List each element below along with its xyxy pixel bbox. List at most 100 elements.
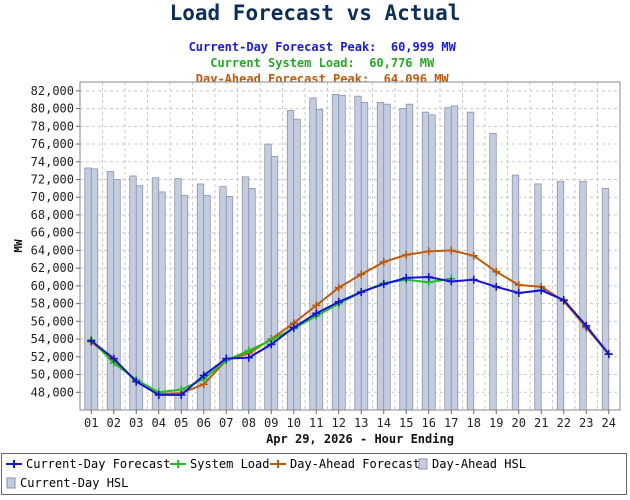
- data-point-marker: [469, 275, 478, 284]
- data-point-marker: [199, 371, 208, 380]
- y-tick-label: 62,000: [31, 261, 74, 275]
- data-point-marker: [559, 296, 568, 305]
- data-point-marker: [109, 354, 118, 363]
- plot-border: [79, 81, 621, 411]
- legend-label: Current-Day Forecast: [26, 457, 171, 471]
- subtitle-label: Current-Day Forecast Peak:: [188, 40, 377, 54]
- legend-line-icon: [6, 460, 22, 468]
- bar-day-ahead-hsl: [264, 143, 272, 411]
- bar-day-ahead-hsl: [466, 111, 475, 411]
- bar-day-ahead-hsl: [376, 101, 385, 411]
- data-point-marker: [582, 321, 591, 330]
- subtitle-label: Current System Load:: [210, 56, 355, 70]
- data-point-marker: [357, 288, 366, 297]
- data-point-marker: [492, 267, 501, 276]
- bar-current-day-hsl: [135, 185, 144, 411]
- x-tick-label: 12: [332, 416, 346, 430]
- x-tick-label: 16: [422, 416, 436, 430]
- bar-current-day-hsl: [293, 118, 301, 411]
- y-tick-label: 58,000: [31, 297, 74, 311]
- x-tick-label: 03: [129, 416, 143, 430]
- current-system-load: Current System Load: 60,776 MW: [0, 42, 630, 70]
- legend-line-icon: [170, 460, 186, 468]
- y-tick-label: 78,000: [31, 119, 74, 133]
- y-tick-label: 80,000: [31, 102, 74, 116]
- legend-bar-icon: [418, 458, 428, 470]
- y-tick-label: 68,000: [31, 208, 74, 222]
- data-point-marker: [312, 301, 321, 310]
- x-tick-label: 02: [107, 416, 121, 430]
- bar-day-ahead-hsl: [354, 95, 362, 411]
- data-point-marker: [447, 246, 456, 255]
- x-tick-label: 15: [399, 416, 413, 430]
- x-tick-label: 20: [512, 416, 526, 430]
- bar-day-ahead-hsl: [579, 180, 587, 411]
- x-tick-label: 19: [489, 416, 503, 430]
- data-point-marker: [447, 277, 456, 286]
- bar-current-day-hsl: [225, 195, 234, 411]
- data-point-marker: [379, 257, 388, 266]
- x-tick-label: 06: [197, 416, 211, 430]
- bar-current-day-hsl: [450, 105, 459, 411]
- x-tick-label: 23: [579, 416, 593, 430]
- y-tick-label: 50,000: [31, 368, 74, 382]
- current-day-forecast-peak: Current-Day Forecast Peak: 60,999 MW: [0, 26, 630, 54]
- legend-item-day-ahead-hsl: Day-Ahead HSL: [418, 457, 526, 471]
- y-tick-label: 54,000: [31, 332, 74, 346]
- y-tick-label: 70,000: [31, 190, 74, 204]
- y-tick-label: 60,000: [31, 279, 74, 293]
- x-tick-label: 01: [84, 416, 98, 430]
- bar-current-day-hsl: [338, 94, 346, 411]
- x-tick-label: 09: [264, 416, 278, 430]
- bar-current-day-hsl: [90, 168, 99, 411]
- y-tick-label: 52,000: [31, 350, 74, 364]
- legend-item-current-day-forecast: Current-Day Forecast: [6, 457, 171, 471]
- bar-day-ahead-hsl: [444, 107, 452, 411]
- x-tick-label: 05: [174, 416, 188, 430]
- y-tick-label: 48,000: [31, 385, 74, 399]
- data-point-marker: [244, 346, 253, 355]
- subtitle-value: 60,776 MW: [369, 56, 435, 70]
- legend-label: System Load: [190, 457, 270, 471]
- x-tick-label: 17: [444, 416, 458, 430]
- y-axis-label: MW: [12, 239, 25, 253]
- y-tick-label: 56,000: [31, 314, 74, 328]
- bar-day-ahead-hsl: [534, 183, 542, 411]
- bar-day-ahead-hsl: [556, 180, 565, 411]
- bar-current-day-hsl: [248, 187, 256, 411]
- bar-current-day-hsl: [360, 101, 369, 411]
- x-tick-label: 10: [287, 416, 301, 430]
- data-point-marker: [537, 286, 546, 295]
- bar-current-day-hsl: [180, 195, 189, 411]
- data-point-marker: [514, 288, 523, 297]
- legend-item-day-ahead-forecast: Day-Ahead Forecast: [270, 457, 420, 471]
- data-point-marker: [87, 336, 96, 345]
- bar-current-day-hsl: [383, 103, 391, 411]
- x-tick-label: 04: [152, 416, 166, 430]
- x-axis-label: Apr 29, 2026 - Hour Ending: [266, 432, 454, 446]
- load-chart: 48,000 50,000 52,000 54,000 56,000 58,000 60,0…: [12, 81, 621, 446]
- data-point-marker: [132, 377, 141, 386]
- chart-title: Load Forecast vs Actual: [169, 1, 461, 25]
- y-tick-label: 82,000: [31, 84, 74, 98]
- data-point-marker: [222, 354, 231, 363]
- data-point-marker: [154, 390, 163, 399]
- data-point-marker: [402, 273, 411, 282]
- data-point-marker: [492, 282, 501, 291]
- bar-day-ahead-hsl: [331, 94, 340, 411]
- bar-current-day-hsl: [158, 191, 166, 411]
- bar-day-ahead-hsl: [421, 111, 430, 411]
- bar-current-day-hsl: [270, 156, 279, 411]
- y-tick-label: 64,000: [31, 243, 74, 257]
- data-point-marker: [514, 281, 523, 290]
- x-tick-label: 24: [602, 416, 616, 430]
- legend-item-current-day-hsl: Current-Day HSL: [6, 476, 128, 490]
- x-tick-label: 11: [309, 416, 323, 430]
- legend: Current-Day Forecast System Load Day-Ahe…: [1, 453, 627, 495]
- data-point-marker: [402, 250, 411, 259]
- legend-label: Current-Day HSL: [20, 476, 129, 490]
- bar-day-ahead-hsl: [309, 97, 317, 411]
- data-point-marker: [267, 340, 276, 349]
- bar-day-ahead-hsl: [106, 171, 115, 411]
- data-point-marker: [177, 390, 186, 399]
